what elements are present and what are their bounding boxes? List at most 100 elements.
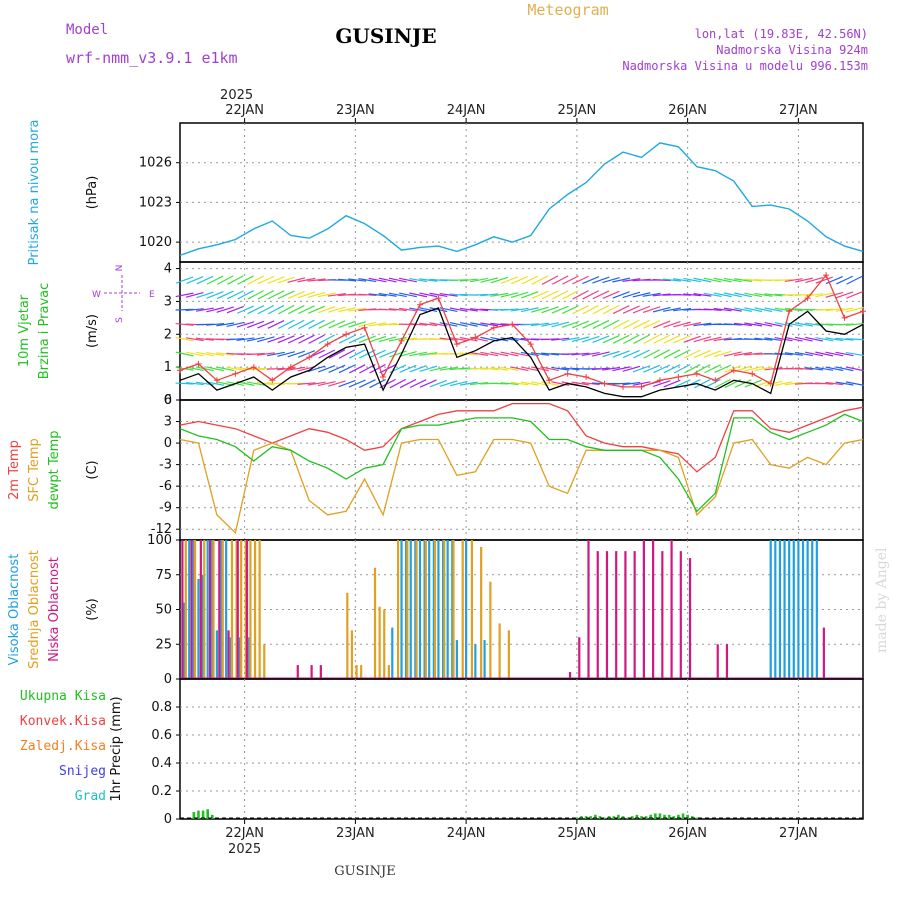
bar-niska-oblacnost — [670, 540, 673, 679]
wind-arrow — [673, 321, 691, 328]
panel-temperature: -12 -9 -6 -3 0 3 6 (C) 2m Temp SFC Temp dewpt Temp — [7, 393, 864, 541]
wind-arrow — [520, 307, 539, 313]
wind-arrow — [642, 306, 661, 313]
wind-arrow — [541, 338, 560, 341]
wind-arrow — [602, 290, 620, 299]
wind-arrow — [562, 275, 579, 285]
wind-arrow — [439, 380, 458, 387]
gust-point — [269, 377, 276, 384]
bar-visoka-oblacnost — [229, 637, 232, 679]
wind-arrow — [348, 334, 366, 344]
gust-point — [232, 370, 239, 377]
wind-arrow — [744, 352, 763, 356]
day-label-top: 26JAN — [668, 103, 707, 118]
bar-ukupna-kisa — [594, 814, 597, 819]
wind-arrow — [561, 337, 580, 342]
bar-srednja-oblacnost — [489, 581, 492, 679]
wind-arrow — [591, 367, 610, 371]
wind-arrow — [581, 335, 600, 343]
wind-arrow — [510, 307, 529, 312]
wind-arrow — [652, 306, 671, 313]
bar-srednja-oblacnost — [470, 540, 474, 679]
wind-arrow — [419, 379, 437, 388]
bar-ukupna-kisa — [603, 817, 606, 819]
wind-arrow — [622, 278, 641, 282]
wind-arrow — [307, 291, 326, 298]
wind-arrow — [734, 379, 752, 388]
gust-point — [416, 301, 423, 308]
bar-visoka-oblacnost — [783, 540, 786, 679]
bar-ukupna-kisa — [206, 809, 209, 819]
wind-arrow — [206, 275, 224, 285]
wind-arrow — [399, 292, 417, 298]
series-line-dewpt-temp — [179, 413, 864, 513]
wind-arrow — [622, 349, 640, 359]
bar-srednja-oblacnost — [346, 592, 349, 679]
wind-arrow — [825, 351, 844, 357]
bar-niska-oblacnost — [716, 644, 719, 679]
wind-arrow — [267, 320, 285, 329]
wind-arrow — [673, 335, 691, 344]
wind-arrow — [622, 381, 641, 386]
wind-arrow — [236, 337, 255, 342]
y-axis-label: (%) — [85, 598, 100, 621]
bar-visoka-oblacnost — [405, 540, 408, 679]
bar-visoka-oblacnost — [455, 640, 458, 679]
wind-arrow — [744, 322, 763, 327]
wind-arrow — [633, 319, 650, 329]
series-line-wind-0 — [179, 307, 864, 398]
wind-arrow — [531, 290, 549, 299]
bar-visoka-oblacnost — [437, 540, 440, 679]
wind-arrow — [429, 366, 448, 372]
wind-arrow — [714, 364, 732, 373]
wind-arrow — [764, 293, 783, 297]
wind-arrow — [683, 349, 701, 359]
wind-arrow — [195, 351, 214, 357]
wind-arrow — [520, 381, 539, 386]
wind-arrow — [277, 276, 295, 284]
wind-arrow — [226, 337, 245, 341]
wind-arrow — [713, 292, 732, 298]
wind-arrow — [500, 382, 519, 385]
wind-arrow — [459, 352, 478, 356]
wind-arrow — [764, 367, 783, 371]
side-label-2: Niska Oblacnost — [47, 557, 62, 662]
wind-arrow — [297, 350, 316, 358]
wind-arrow — [439, 292, 458, 297]
footer-station: GUSINJE — [334, 864, 395, 879]
wind-arrow — [288, 319, 305, 330]
wind-arrow — [521, 275, 539, 285]
wind-arrow — [368, 277, 387, 283]
wind-arrow — [602, 304, 620, 315]
wind-arrow — [297, 382, 316, 385]
wind-arrow — [378, 292, 397, 297]
bar-ukupna-kisa — [667, 814, 671, 819]
wind-arrow — [500, 292, 519, 298]
bar-ukupna-kisa — [686, 814, 689, 819]
bar-ukupna-kisa — [192, 812, 196, 819]
wind-arrow — [328, 380, 346, 387]
wind-arrow — [175, 276, 194, 284]
wind-arrow — [327, 293, 346, 297]
wind-arrow — [815, 337, 834, 342]
wind-arrow — [845, 338, 864, 341]
gust-point — [693, 370, 700, 377]
bar-ukupna-kisa — [617, 814, 620, 819]
y-tick-label: 0 — [164, 393, 172, 408]
y-tick-label: -9 — [159, 501, 172, 516]
wind-arrow — [480, 351, 499, 357]
wind-arrow — [358, 321, 377, 328]
bar-srednja-oblacnost — [443, 540, 446, 679]
bar-visoka-oblacnost — [423, 540, 426, 679]
wind-arrow — [175, 308, 194, 311]
wind-arrow — [673, 308, 692, 312]
bar-visoka-oblacnost — [788, 540, 791, 679]
wind-arrow — [633, 334, 650, 344]
wind-arrow — [389, 378, 407, 389]
wind-arrow — [713, 307, 732, 312]
wind-arrow — [510, 366, 529, 372]
gust-point — [823, 272, 830, 279]
wind-arrow — [409, 277, 428, 283]
wind-arrow — [449, 380, 468, 387]
gust-point — [527, 341, 534, 348]
